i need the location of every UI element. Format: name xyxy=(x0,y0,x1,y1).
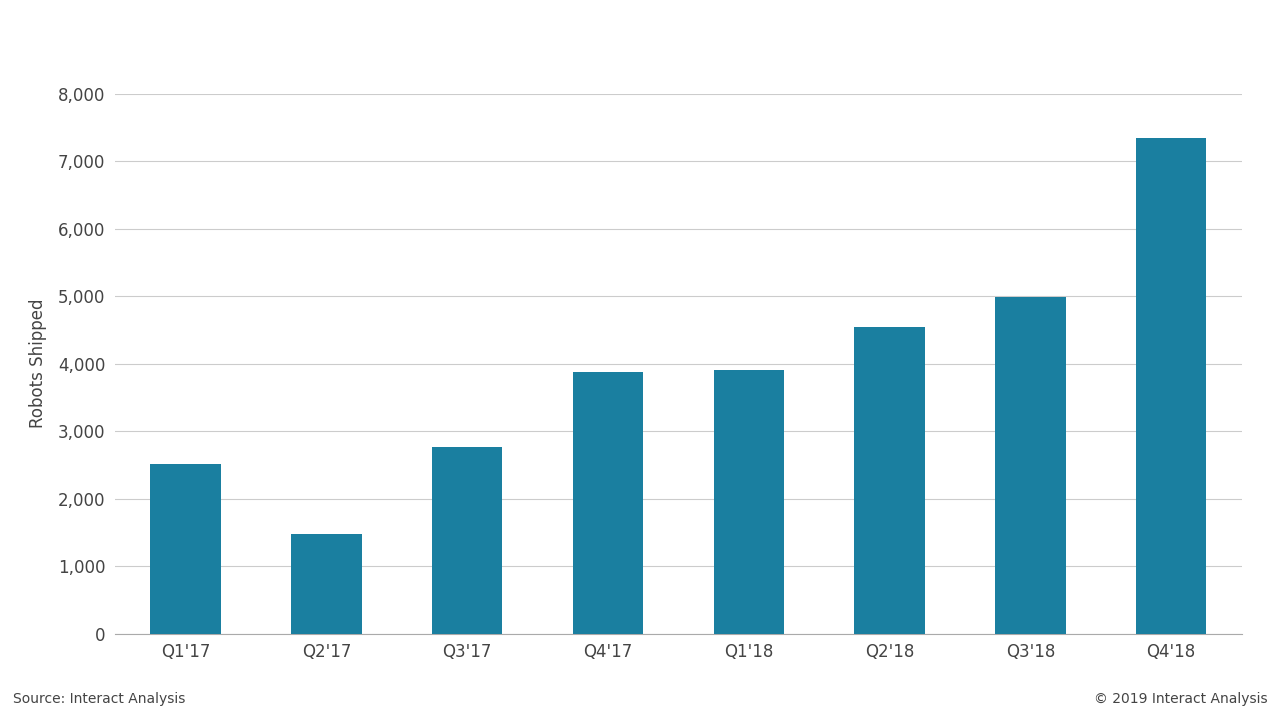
Y-axis label: Robots Shipped: Robots Shipped xyxy=(29,299,47,428)
Bar xyxy=(995,297,1065,634)
Text: © 2019 Interact Analysis: © 2019 Interact Analysis xyxy=(1093,692,1267,706)
Bar xyxy=(431,447,502,634)
Text: Source: Interact Analysis: Source: Interact Analysis xyxy=(13,692,186,706)
Bar xyxy=(1135,138,1206,634)
Text: Figure 2 - Autonomous Mobile Robot Shipments by Quarter: Figure 2 - Autonomous Mobile Robot Shipm… xyxy=(15,26,714,45)
Bar xyxy=(291,534,361,634)
Bar xyxy=(151,464,220,634)
Bar xyxy=(573,372,643,634)
Bar xyxy=(714,370,783,634)
Bar xyxy=(855,327,924,634)
